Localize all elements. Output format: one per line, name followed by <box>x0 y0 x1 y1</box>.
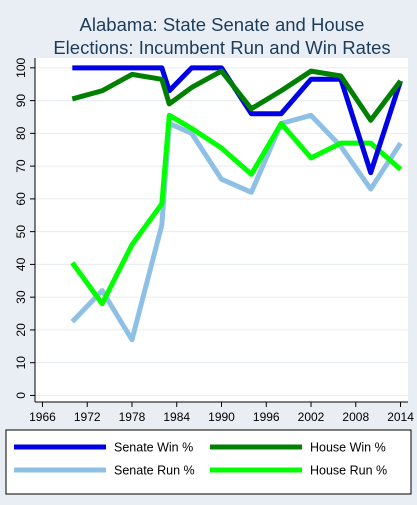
y-tick-label: 10 <box>14 356 28 370</box>
plot-area <box>35 58 408 402</box>
legend-box <box>5 429 412 495</box>
legend-label-senate-run: Senate Run % <box>114 464 195 478</box>
y-tick-label: 50 <box>14 225 28 239</box>
y-tick-label: 0 <box>14 392 28 399</box>
y-tick-label: 60 <box>14 192 28 206</box>
x-tick-label: 1990 <box>208 410 235 424</box>
legend-label-house-run: House Run % <box>310 464 387 478</box>
legend: Senate Win % House Win % Senate Run % House… <box>14 441 387 478</box>
chart-title-line-2: Elections: Incumbent Run and Win Rates <box>53 37 390 58</box>
series-line-house-win <box>71 68 403 123</box>
y-tick-label: 70 <box>14 159 28 173</box>
y-tick-label: 90 <box>14 94 28 108</box>
x-tick-label: 2002 <box>298 410 325 424</box>
legend-label-senate-win: Senate Win % <box>114 441 193 455</box>
series-lines <box>70 65 403 343</box>
y-tick-label: 20 <box>14 323 28 337</box>
x-tick-label: 1978 <box>119 410 146 424</box>
x-tick-label: 1984 <box>163 410 190 424</box>
series-line-house-run <box>70 112 403 307</box>
y-tick-label: 40 <box>14 257 28 271</box>
x-tick-label: 1966 <box>29 410 56 424</box>
series-line-senate-run <box>70 112 403 343</box>
axes: 0 10 20 30 40 50 60 70 80 90 100 1966 1972 1978 1984 19… <box>14 57 414 424</box>
x-tick-label: 2014 <box>387 410 414 424</box>
y-tick-label: 80 <box>14 126 28 140</box>
x-tick-label: 1996 <box>253 410 280 424</box>
x-tick-label: 1972 <box>74 410 101 424</box>
y-tick-label: 100 <box>14 57 28 77</box>
x-tick-label: 2008 <box>342 410 369 424</box>
legend-label-house-win: House Win % <box>310 441 386 455</box>
chart-title-line-1: Alabama: State Senate and House <box>80 14 365 35</box>
y-tick-label: 30 <box>14 290 28 304</box>
